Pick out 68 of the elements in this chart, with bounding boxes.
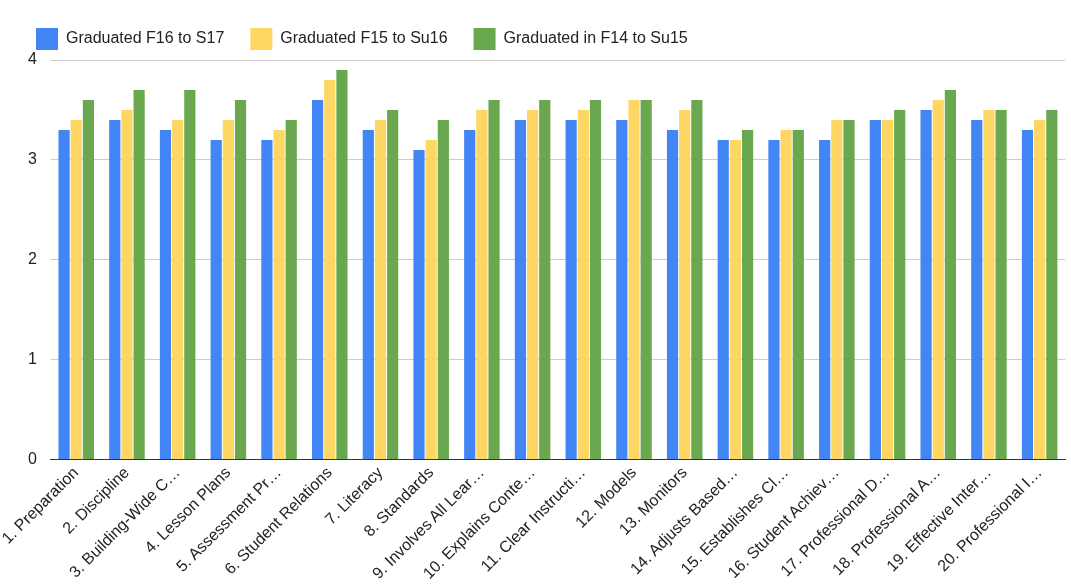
bar <box>768 139 780 460</box>
bar <box>831 119 843 460</box>
bar <box>159 129 172 460</box>
bar <box>261 139 273 460</box>
bar <box>222 119 234 460</box>
bar <box>273 129 285 460</box>
bar <box>133 89 145 460</box>
bar <box>640 99 652 460</box>
bar <box>628 99 640 460</box>
bar <box>234 99 247 460</box>
bar <box>476 109 488 460</box>
bar <box>121 109 133 460</box>
bar <box>539 99 551 460</box>
bar <box>526 109 539 460</box>
y-tick-label: 3 <box>27 150 37 168</box>
bar <box>58 129 70 460</box>
legend-label: Graduated in F14 to Su15 <box>503 29 688 47</box>
bar <box>691 99 703 460</box>
bar <box>1046 109 1058 460</box>
bar <box>971 119 983 460</box>
y-tick-label: 2 <box>27 250 37 268</box>
bar <box>70 119 82 460</box>
bar <box>983 109 995 460</box>
bar <box>869 119 881 460</box>
bar <box>792 129 804 460</box>
bar <box>741 129 754 460</box>
bar <box>666 129 679 460</box>
bar <box>995 109 1007 460</box>
bar <box>210 139 222 460</box>
bar <box>717 139 729 460</box>
bar <box>362 129 374 460</box>
bar <box>894 109 906 460</box>
bar <box>312 99 324 460</box>
bar <box>780 129 792 460</box>
bar <box>82 99 95 460</box>
bar <box>413 149 425 460</box>
bar <box>881 119 894 460</box>
bar <box>565 119 577 460</box>
bar <box>184 89 196 460</box>
bar <box>425 139 437 460</box>
bar <box>324 79 336 460</box>
bar <box>1021 129 1034 460</box>
bar <box>577 109 589 460</box>
bar <box>729 139 742 460</box>
bar <box>387 109 399 460</box>
bar <box>932 99 944 460</box>
bar <box>172 119 184 460</box>
y-tick-label: 0 <box>27 449 37 467</box>
bar <box>336 69 348 460</box>
bar <box>819 139 831 460</box>
legend-label: Graduated F15 to Su16 <box>280 29 448 47</box>
bar <box>1034 119 1046 460</box>
bar <box>464 129 476 460</box>
bar <box>374 119 387 460</box>
bar <box>843 119 855 460</box>
bar <box>437 119 449 460</box>
bar <box>589 99 602 460</box>
bar <box>616 119 628 460</box>
bar <box>920 109 932 460</box>
bar <box>679 109 691 460</box>
bar <box>285 119 297 460</box>
y-tick-label: 1 <box>27 350 37 368</box>
bar <box>944 89 956 460</box>
legend-label: Graduated F16 to S17 <box>66 29 225 47</box>
bar <box>488 99 500 460</box>
y-tick-label: 4 <box>27 50 37 68</box>
bar <box>514 119 527 460</box>
bar <box>109 119 121 460</box>
